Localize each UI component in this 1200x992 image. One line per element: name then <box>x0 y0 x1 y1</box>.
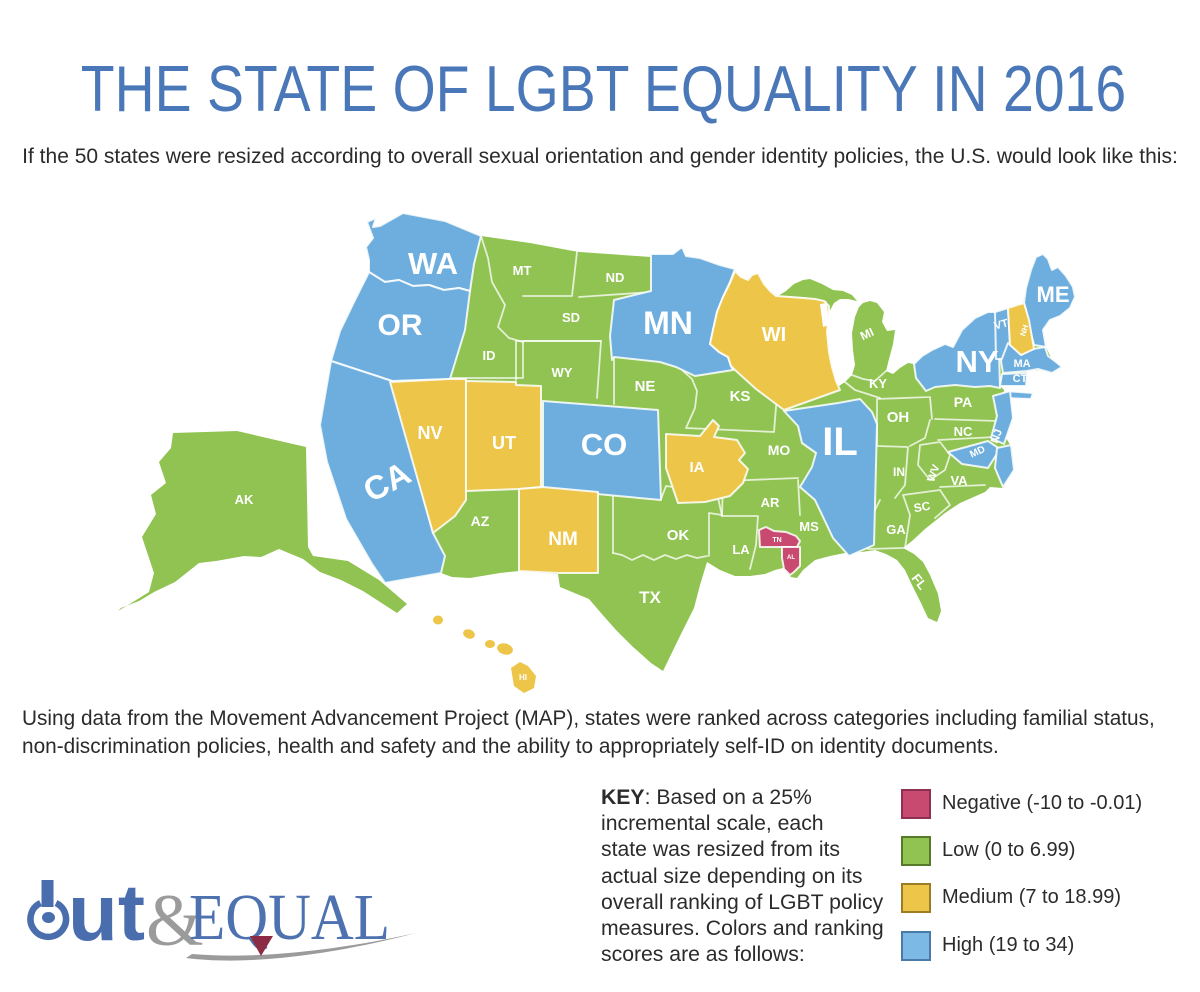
svg-text:CT: CT <box>1013 373 1028 385</box>
svg-text:WI: WI <box>762 324 786 346</box>
svg-text:UT: UT <box>492 433 516 453</box>
svg-text:NC: NC <box>954 424 973 439</box>
svg-text:MS: MS <box>799 519 819 534</box>
svg-text:WY: WY <box>552 365 573 380</box>
svg-text:KY: KY <box>869 376 887 391</box>
svg-text:MA: MA <box>1013 358 1030 370</box>
svg-text:NY: NY <box>955 344 998 379</box>
svg-text:&: & <box>146 880 204 962</box>
svg-text:NE: NE <box>635 378 656 395</box>
svg-text:AZ: AZ <box>471 513 490 529</box>
svg-text:MO: MO <box>768 442 791 458</box>
svg-text:AL: AL <box>787 555 795 561</box>
svg-text:NH: NH <box>1018 323 1030 337</box>
svg-text:OR: OR <box>378 309 423 342</box>
svg-text:PA: PA <box>954 394 972 410</box>
svg-text:IN: IN <box>893 465 905 479</box>
svg-text:IA: IA <box>690 459 705 476</box>
svg-text:TX: TX <box>639 588 661 607</box>
svg-text:VA: VA <box>950 473 968 488</box>
svg-text:EQUAL: EQUAL <box>189 881 390 954</box>
svg-text:ID: ID <box>483 348 496 363</box>
svg-text:SD: SD <box>562 310 580 325</box>
svg-text:IL: IL <box>822 420 858 464</box>
svg-text:NV: NV <box>417 423 442 443</box>
svg-text:ME: ME <box>1037 282 1070 307</box>
svg-text:SC: SC <box>913 499 932 516</box>
svg-text:NM: NM <box>548 529 578 550</box>
svg-text:OK: OK <box>667 527 690 544</box>
svg-text:NJ: NJ <box>989 428 1005 445</box>
svg-text:MI: MI <box>858 325 876 343</box>
svg-text:MN: MN <box>643 305 693 341</box>
svg-text:ND: ND <box>606 270 625 285</box>
svg-text:HI: HI <box>519 673 527 682</box>
svg-text:LA: LA <box>732 542 750 557</box>
svg-text:GA: GA <box>886 522 906 537</box>
svg-text:MT: MT <box>513 263 532 278</box>
svg-text:WV: WV <box>925 462 943 483</box>
svg-text:VT: VT <box>993 317 1010 332</box>
svg-text:WA: WA <box>408 246 458 281</box>
svg-text:ut: ut <box>68 868 145 957</box>
svg-text:KS: KS <box>730 388 751 405</box>
svg-text:CO: CO <box>581 427 628 462</box>
svg-text:AK: AK <box>235 492 254 507</box>
svg-text:TN: TN <box>772 537 781 544</box>
svg-text:OH: OH <box>887 409 910 426</box>
svg-text:AR: AR <box>761 495 780 510</box>
